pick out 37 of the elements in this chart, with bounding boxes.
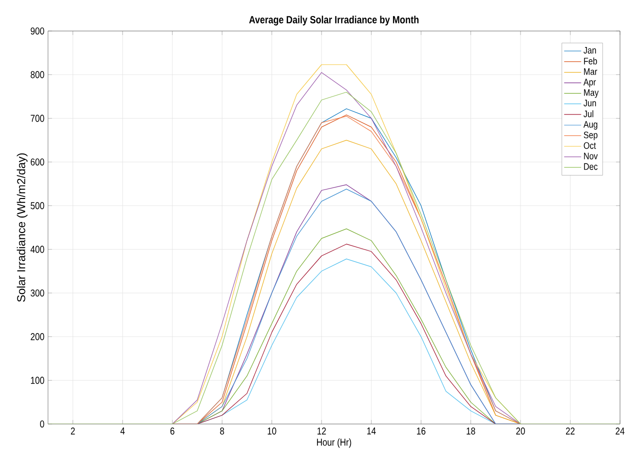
legend-label: Sep (584, 132, 598, 140)
legend-label: Aug (583, 121, 598, 130)
y-tick-label: 200 (30, 333, 44, 340)
x-tick-label: 22 (566, 428, 575, 434)
y-tick-label: 0 (40, 420, 44, 428)
y-tick-label: 500 (30, 202, 44, 210)
x-tick-label: 4 (120, 428, 125, 434)
x-tick-label: 12 (318, 428, 326, 434)
legend-label: Jun (584, 100, 596, 106)
x-tick-label: 2 (70, 428, 75, 434)
x-axis-title: Hour (Hr) (317, 438, 352, 448)
x-tick-label: 10 (268, 428, 276, 435)
legend-label: May (584, 89, 599, 98)
legend-label: Mar (584, 68, 598, 75)
x-tick-label: 16 (416, 428, 426, 435)
y-tick-label: 800 (30, 71, 44, 78)
y-tick-label: 600 (30, 158, 44, 166)
x-tick-label: 24 (616, 428, 624, 434)
legend-label: Jul (584, 110, 594, 118)
y-tick-label: 300 (30, 289, 44, 297)
y-tick-label: 700 (30, 114, 44, 122)
legend-label: Dec (584, 163, 598, 170)
y-tick-label: 100 (30, 376, 44, 384)
legend-label: Feb (584, 57, 597, 64)
legend-label: Oct (584, 142, 596, 149)
y-axis-title: Solar Irradiance (Wh/m2/day) (16, 153, 28, 302)
legend-label: Apr (583, 78, 596, 88)
x-tick-label: 20 (516, 428, 525, 435)
x-tick-label: 14 (367, 428, 376, 434)
x-tick-label: 18 (466, 428, 476, 435)
x-tick-label: 6 (170, 428, 174, 435)
legend-label: Jan (584, 46, 596, 54)
legend-label: Nov (584, 152, 598, 160)
chart-title: Average Daily Solar Irradiance by Month (249, 16, 419, 26)
y-tick-label: 400 (30, 246, 44, 253)
x-tick-label: 8 (220, 428, 224, 435)
y-tick-label: 900 (30, 27, 44, 35)
